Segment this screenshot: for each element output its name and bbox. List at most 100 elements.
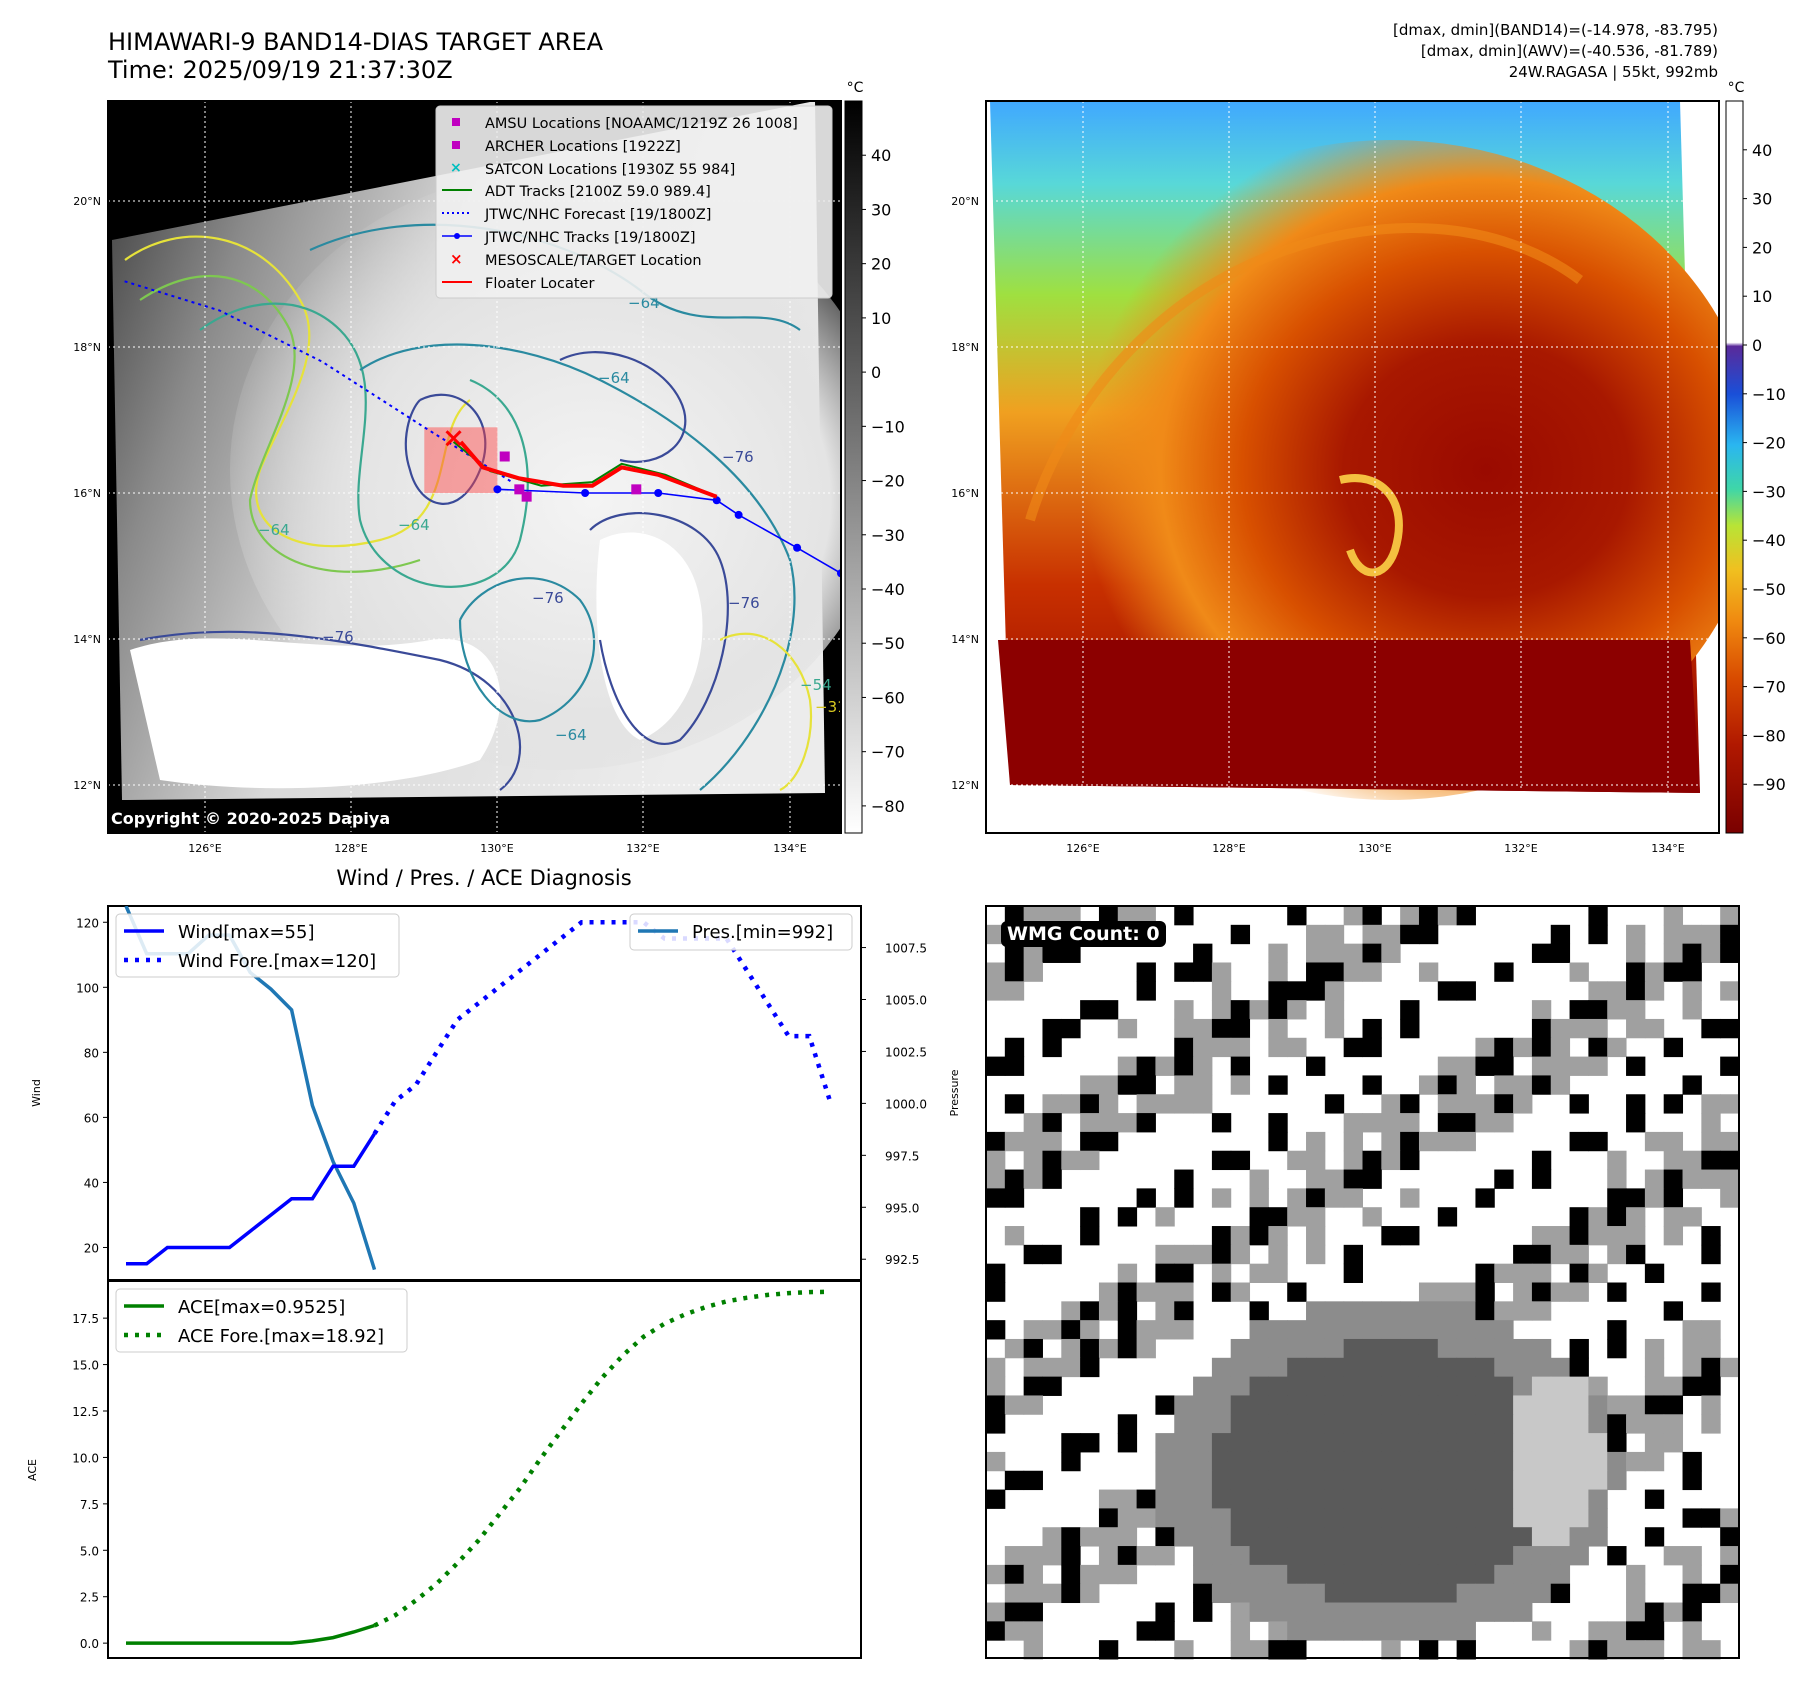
colorbar-tick: −90 [1752,775,1786,794]
wind-tick: 60 [84,1111,99,1125]
legend-text: SATCON Locations [1930Z 55 984] [485,162,735,178]
map-legend: × × AMSU Locations [NOAAMC/1219Z 26 1008… [435,105,833,299]
track-point [712,496,721,505]
legend-text: AMSU Locations [NOAAMC/1219Z 26 1008] [485,116,798,132]
contour-label: −64 [258,521,290,539]
legend-text: Pres.[min=992] [692,922,833,943]
wind-pressure-chart: 20 40 60 80 100 120 992.5 995.0 997.5 1000.0 1002… [76,905,927,1281]
map-xtick: 128°E [334,842,367,855]
band14-range: [dmax, dmin](BAND14)=(-14.978, -83.795) [1393,21,1718,39]
contour-label: −76 [728,594,760,612]
ace-axis-ticks: 0.0 2.5 5.0 7.5 10.0 12.5 15.0 17.5 [72,1312,108,1651]
diagnosis-title: Wind / Pres. / ACE Diagnosis [336,866,631,890]
wmg-panel [985,905,1740,1660]
map-ytick: 14°N [951,633,979,646]
amsu-point [521,491,532,502]
map2-axis-labels: 126°E 128°E 130°E 132°E 134°E 20°N 18°N … [951,195,1685,855]
pressure-tick: 997.5 [885,1149,919,1163]
track-point [581,489,590,497]
wind-tick: 40 [84,1176,99,1190]
cloud-shield-color [1020,140,1719,800]
legend-text: Wind Fore.[max=120] [178,951,376,972]
colorbar-gray-ticks: 40 30 20 10 0 −10 −20 −30 −40 −50 −60 −70 −80 [862,146,905,816]
awv-range: [dmax, dmin](AWV)=(-40.536, -81.789) [1420,42,1718,60]
map-ytick: 12°N [73,779,101,792]
legend-dot-tracks [454,233,460,239]
map-panel-band14-color [985,100,1744,834]
target-location-marker [445,430,462,447]
legend-marker-satcon: × [450,160,462,176]
spiral-band [1025,223,1583,522]
map1-axis-labels: 126°E 128°E 130°E 132°E 134°E 20°N 18°N … [73,195,807,855]
colorbar-tick: −30 [871,526,905,545]
map-ytick: 18°N [73,341,101,354]
figure-time: Time: 2025/09/19 21:37:30Z [108,56,453,84]
map-xtick: 128°E [1212,842,1245,855]
pressure-legend: Pres.[min=992] [629,913,853,951]
colorbar-unit: °C [1728,80,1745,96]
legend-text: ARCHER Locations [1922Z] [485,139,681,155]
legend-text: JTWC/NHC Forecast [19/1800Z] [484,207,711,223]
track-point [493,485,502,494]
floater-track [459,440,718,499]
map-ytick: 12°N [951,779,979,792]
legend-marker-target: × [450,250,463,268]
contour-label: −64 [555,726,587,744]
contour-label: −76 [322,628,354,646]
colorbar-tick: −60 [871,688,905,707]
ace-axis-label: ACE [26,1459,39,1481]
ace-chart: 0.0 2.5 5.0 7.5 10.0 12.5 15.0 17.5 ACE[max=0.9… [72,1280,862,1659]
colorbar-tick: −80 [871,797,905,816]
figure-title: HIMAWARI-9 BAND14-DIAS TARGET AREA [108,28,604,56]
wind-tick: 20 [84,1241,99,1255]
legend-text: ACE Fore.[max=18.92] [178,1326,384,1347]
colorbar-tick: −10 [1752,385,1786,404]
map-panel-band14-gray: −64 −64 −64 −64 −76 −76 −76 −76 −31 −54 … [107,100,863,834]
colorbar-tick: 0 [871,363,881,382]
colorbar-tick: 30 [871,200,891,219]
map-xtick: 130°E [480,842,513,855]
jtwc-track-points [493,485,841,578]
map-xtick: 130°E [1358,842,1391,855]
colorbar-tick: 10 [871,309,891,328]
map-gridlines [986,101,1719,833]
contour-label: −54 [800,676,832,694]
legend-text: ADT Tracks [2100Z 59.0 989.4] [485,184,711,200]
map-xtick: 126°E [188,842,221,855]
pressure-tick: 1005.0 [885,994,927,1008]
legend-text: Wind[max=55] [178,922,315,943]
wind-line [126,1132,376,1266]
amsu-point [514,484,525,495]
colorbar-tick: −30 [1752,482,1786,501]
legend-marker-amsu [452,118,460,126]
ace-tick: 0.0 [80,1637,99,1651]
map-ytick: 16°N [951,487,979,500]
colorbar-tick: −70 [871,743,905,762]
pressure-axis-ticks: 992.5 995.0 997.5 1000.0 1002.5 1005.0 1007.5 [861,942,927,1267]
colorbar-tick: −20 [871,472,905,491]
track-point [734,510,743,519]
wind-tick: 100 [76,981,99,995]
colorbar-tick: −80 [1752,726,1786,745]
legend-text: ACE[max=0.9525] [178,1297,345,1318]
map-ytick: 20°N [951,195,979,208]
colorbar-tick: −50 [871,634,905,653]
track-point [793,543,802,552]
storm-info: 24W.RAGASA | 55kt, 992mb [1508,63,1718,81]
copyright-text: Copyright © 2020-2025 Dapiya [111,809,391,828]
ace-tick: 17.5 [72,1312,99,1326]
ace-tick: 5.0 [80,1544,99,1558]
map-ytick: 20°N [73,195,101,208]
wmg-count-label: WMG Count: 0 [1001,921,1166,947]
map-xtick: 132°E [1504,842,1537,855]
colorbar-tick: −60 [1752,629,1786,648]
map-frame [107,100,842,834]
pressure-tick: 995.0 [885,1201,919,1215]
colorbar-tick: −20 [1752,434,1786,453]
pressure-tick: 1000.0 [885,1097,927,1111]
amsu-point [499,451,510,462]
wind-axis-ticks: 20 40 60 80 100 120 [76,916,108,1255]
wind-forecast-line [372,920,833,1135]
contour-label: −64 [398,516,430,534]
map-xtick: 132°E [626,842,659,855]
